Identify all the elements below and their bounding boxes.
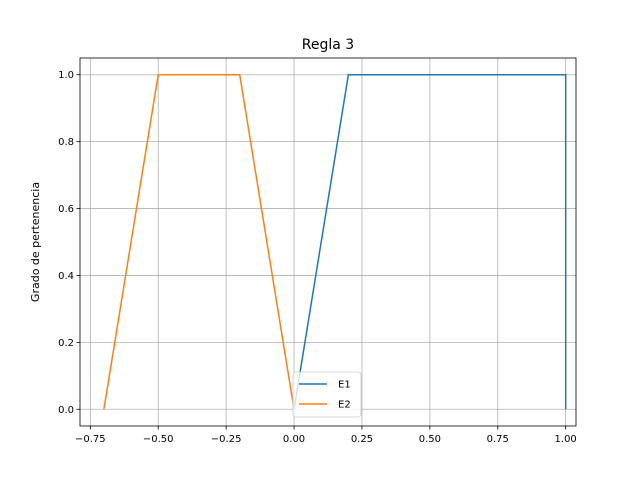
y-tick-label: 0.8 [58,137,74,148]
x-tick-label: −0.25 [211,434,242,445]
y-axis-label: Grado de pertenencia [29,182,42,302]
x-tick-label: 0.50 [419,434,441,445]
x-tick-label: 1.00 [555,434,577,445]
x-tick-label: −0.50 [143,434,174,445]
legend-label-e2: E2 [338,400,351,411]
series-line-e2 [103,73,295,410]
legend-box [292,371,362,418]
grid [80,58,576,426]
x-tick-label: 0.25 [351,434,373,445]
y-tick-label: 0.2 [58,338,74,349]
y-tick-label: 1.0 [58,70,74,81]
y-tick-label: 0.0 [58,405,74,416]
chart-title: Regla 3 [302,37,354,53]
x-tick-label: 0.00 [283,434,305,445]
y-tick-label: 0.4 [58,271,74,282]
legend-label-e1: E1 [338,380,351,391]
axis-ticks: −0.75 −0.50 −0.25 0.00 0.25 0.50 0.75 1.00 0.0 0.… [58,70,577,445]
x-tick-label: 0.75 [487,434,509,445]
y-tick-label: 0.6 [58,204,74,215]
series-line-e1 [293,73,567,410]
series-lines [103,73,567,410]
x-tick-label: −0.75 [75,434,106,445]
legend: E1 E2 [292,371,362,418]
plot-frame [79,57,577,427]
